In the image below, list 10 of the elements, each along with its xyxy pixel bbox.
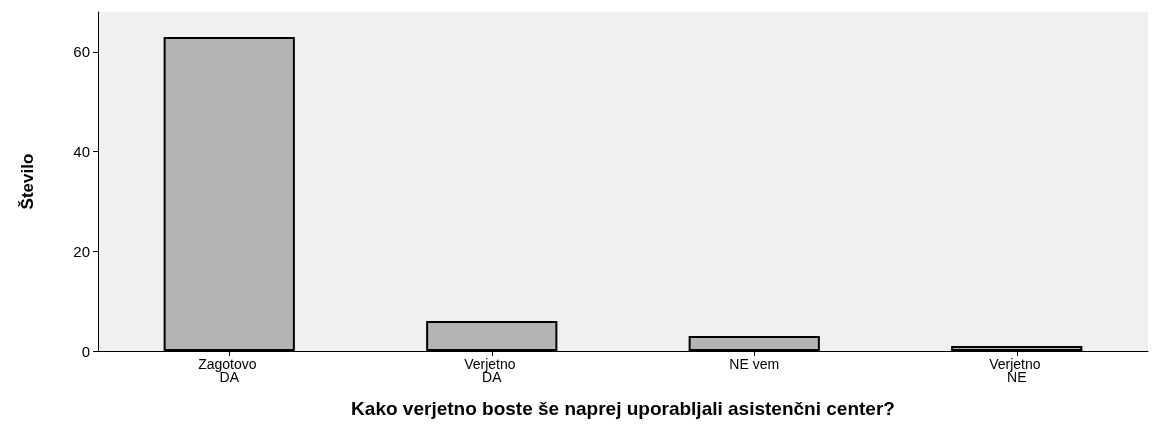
y-tick-label: 60 xyxy=(73,43,90,61)
x-tick-label: Verjetno DA xyxy=(464,355,520,385)
y-axis-title: Število xyxy=(18,153,37,210)
y-tick-label: 20 xyxy=(73,242,90,260)
x-axis-title: Kako verjetno boste še naprej uporabljali asistenčni center? xyxy=(351,398,895,419)
y-tick-label: 0 xyxy=(81,342,90,360)
y-tick-label: 40 xyxy=(73,143,90,161)
x-tick-label: NE vem xyxy=(729,355,780,372)
x-tick-label: Verjetno NE xyxy=(989,355,1045,385)
x-tick-label: Zagotovo DA xyxy=(198,355,261,385)
